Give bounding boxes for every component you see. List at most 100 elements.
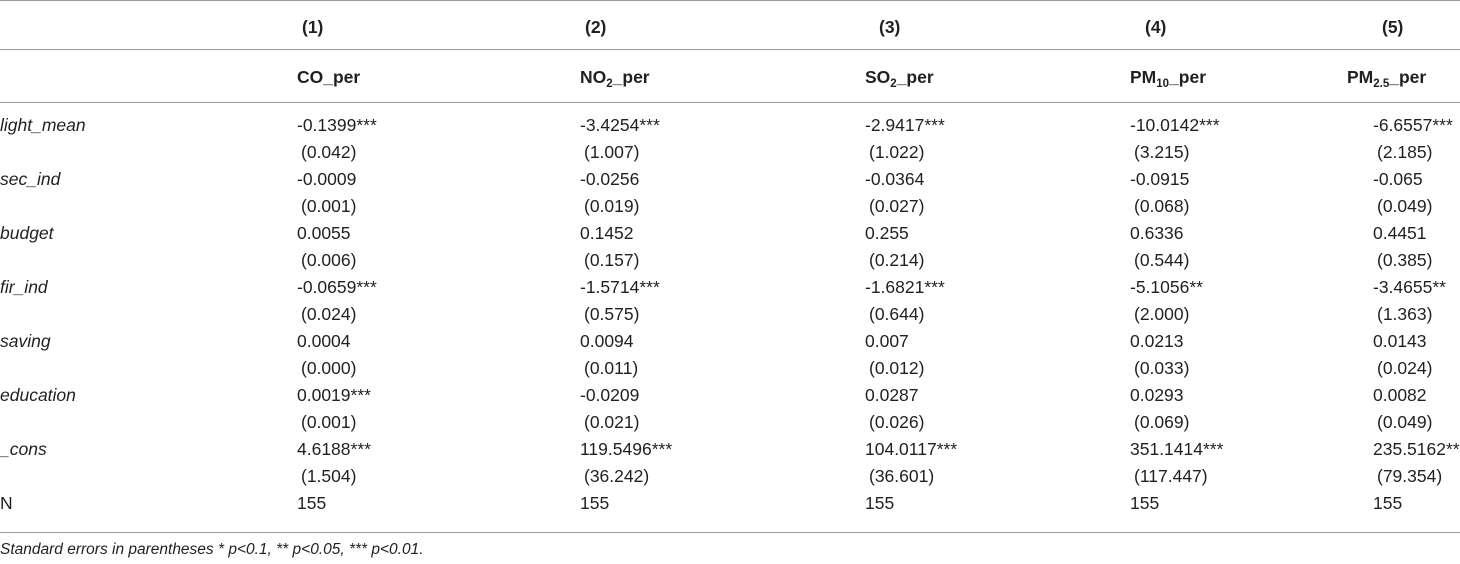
coefficient-cell: 0.0082 bbox=[1373, 385, 1427, 405]
column-header-subscript: 2.5 bbox=[1373, 78, 1390, 90]
coefficient-cell: 235.5162*** bbox=[1373, 439, 1460, 459]
column-number: (5) bbox=[1382, 17, 1404, 37]
std-error-cell: (0.049) bbox=[1377, 196, 1433, 216]
row-label: light_mean bbox=[0, 115, 86, 135]
std-error-cell: (0.644) bbox=[869, 304, 925, 324]
std-error-cell: (0.042) bbox=[301, 142, 357, 162]
coefficient-cell: 0.1452 bbox=[580, 223, 634, 243]
coefficient-cell: -0.0009 bbox=[297, 169, 357, 189]
std-error-cell: (0.385) bbox=[1377, 250, 1433, 270]
std-error-cell: (0.001) bbox=[301, 412, 357, 432]
coefficient-cell: 0.0293 bbox=[1130, 385, 1184, 405]
column-header-suffix: _per bbox=[323, 67, 361, 87]
std-error-cell: (0.027) bbox=[869, 196, 925, 216]
std-error-cell: (0.575) bbox=[584, 304, 640, 324]
std-error-cell: (79.354) bbox=[1377, 466, 1443, 486]
coefficient-cell: -1.5714*** bbox=[580, 277, 660, 297]
coefficient-cell: -1.6821*** bbox=[865, 277, 945, 297]
coefficient-cell: 104.0117*** bbox=[865, 439, 958, 459]
column-header-suffix: _per bbox=[1389, 67, 1427, 87]
table-footnote: Standard errors in parentheses * p<0.1, … bbox=[0, 541, 424, 558]
header-divider bbox=[0, 49, 1460, 50]
column-header: CO_per bbox=[297, 67, 360, 87]
std-error-cell: (0.000) bbox=[301, 358, 357, 378]
row-label: sec_ind bbox=[0, 169, 61, 189]
column-header-subscript: 2 bbox=[606, 78, 613, 90]
row-label: budget bbox=[0, 223, 54, 243]
bottom-rule bbox=[0, 532, 1460, 533]
header-bottom-rule bbox=[0, 102, 1460, 103]
coefficient-cell: 0.007 bbox=[865, 331, 909, 351]
row-label-n: N bbox=[0, 493, 13, 513]
coefficient-cell: 351.1414*** bbox=[1130, 439, 1224, 459]
row-label: _cons bbox=[0, 439, 47, 459]
coefficient-cell: -5.1056** bbox=[1130, 277, 1203, 297]
std-error-cell: (1.022) bbox=[869, 142, 925, 162]
column-header-base: CO bbox=[297, 67, 324, 87]
coefficient-cell: 0.0143 bbox=[1373, 331, 1427, 351]
column-number: (2) bbox=[585, 17, 607, 37]
std-error-cell: (0.019) bbox=[584, 196, 640, 216]
std-error-cell: (2.185) bbox=[1377, 142, 1433, 162]
column-header-suffix: _per bbox=[612, 67, 650, 87]
std-error-cell: (1.363) bbox=[1377, 304, 1433, 324]
std-error-cell: (1.007) bbox=[584, 142, 640, 162]
column-number: (3) bbox=[879, 17, 901, 37]
coefficient-cell: -10.0142*** bbox=[1130, 115, 1220, 135]
std-error-cell: (3.215) bbox=[1134, 142, 1190, 162]
column-header-base: NO bbox=[580, 67, 607, 87]
observations-cell: 155 bbox=[865, 493, 895, 513]
std-error-cell: (0.024) bbox=[1377, 358, 1433, 378]
std-error-cell: (0.006) bbox=[301, 250, 357, 270]
row-label: education bbox=[0, 385, 76, 405]
column-header-subscript: 2 bbox=[890, 78, 897, 90]
coefficient-cell: -3.4254*** bbox=[580, 115, 660, 135]
std-error-cell: (0.001) bbox=[301, 196, 357, 216]
coefficient-cell: -0.0256 bbox=[580, 169, 640, 189]
observations-cell: 155 bbox=[297, 493, 327, 513]
column-header: PM2.5_per bbox=[1347, 67, 1427, 90]
row-label: fir_ind bbox=[0, 277, 48, 297]
coefficient-cell: 0.0094 bbox=[580, 331, 634, 351]
coefficient-cell: 0.6336 bbox=[1130, 223, 1184, 243]
coefficient-cell: 4.6188*** bbox=[297, 439, 371, 459]
top-rule bbox=[0, 0, 1460, 1]
column-header: SO2_per bbox=[865, 67, 934, 90]
coefficient-cell: 0.0213 bbox=[1130, 331, 1184, 351]
observations-cell: 155 bbox=[1130, 493, 1160, 513]
std-error-cell: (36.242) bbox=[584, 466, 650, 486]
std-error-cell: (117.447) bbox=[1134, 466, 1208, 486]
std-error-cell: (0.026) bbox=[869, 412, 925, 432]
coefficient-cell: 119.5496*** bbox=[580, 439, 673, 459]
observations-cell: 155 bbox=[1373, 493, 1403, 513]
std-error-cell: (0.069) bbox=[1134, 412, 1190, 432]
column-header: NO2_per bbox=[580, 67, 650, 90]
std-error-cell: (36.601) bbox=[869, 466, 935, 486]
std-error-cell: (0.157) bbox=[584, 250, 640, 270]
std-error-cell: (0.012) bbox=[869, 358, 925, 378]
observations-cell: 155 bbox=[580, 493, 610, 513]
column-header-base: SO bbox=[865, 67, 891, 87]
std-error-cell: (0.068) bbox=[1134, 196, 1190, 216]
std-error-cell: (2.000) bbox=[1134, 304, 1190, 324]
column-number: (1) bbox=[302, 17, 324, 37]
std-error-cell: (0.033) bbox=[1134, 358, 1190, 378]
column-header-base: PM bbox=[1130, 67, 1157, 87]
column-header-suffix: _per bbox=[1169, 67, 1207, 87]
coefficient-cell: -0.065 bbox=[1373, 169, 1423, 189]
coefficient-cell: -0.1399*** bbox=[297, 115, 377, 135]
row-label: saving bbox=[0, 331, 51, 351]
coefficient-cell: 0.4451 bbox=[1373, 223, 1427, 243]
std-error-cell: (0.021) bbox=[584, 412, 640, 432]
std-error-cell: (0.024) bbox=[301, 304, 357, 324]
coefficient-cell: -6.6557*** bbox=[1373, 115, 1453, 135]
std-error-cell: (0.011) bbox=[584, 358, 639, 378]
std-error-cell: (0.544) bbox=[1134, 250, 1190, 270]
coefficient-cell: -0.0364 bbox=[865, 169, 925, 189]
coefficient-cell: 0.0004 bbox=[297, 331, 351, 351]
std-error-cell: (0.214) bbox=[869, 250, 925, 270]
coefficient-cell: -2.9417*** bbox=[865, 115, 945, 135]
column-header-suffix: _per bbox=[896, 67, 934, 87]
coefficient-cell: -0.0915 bbox=[1130, 169, 1190, 189]
coefficient-cell: -0.0659*** bbox=[297, 277, 377, 297]
